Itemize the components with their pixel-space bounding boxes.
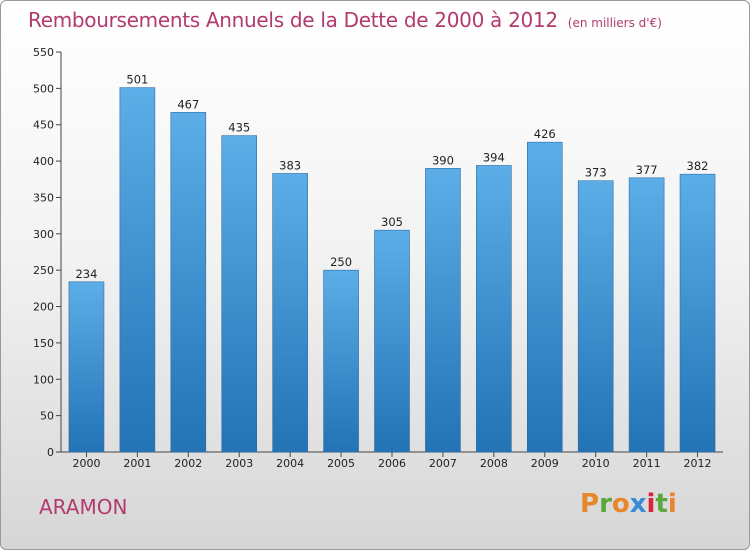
logo-letter: x (629, 489, 647, 519)
bar-2002 (170, 112, 207, 453)
chart-title-unit: (en milliers d'€) (567, 16, 662, 30)
y-tick-label: 200 (33, 301, 54, 314)
y-tick-label: 550 (33, 46, 54, 59)
data-label-2005: 250 (330, 255, 352, 269)
x-tick-label-2007: 2007 (429, 457, 457, 470)
bar-2011 (628, 177, 665, 453)
data-label-2008: 394 (483, 150, 505, 164)
x-tick-label-2012: 2012 (684, 457, 712, 470)
x-tick-label-2006: 2006 (378, 457, 406, 470)
bar-2010 (577, 180, 614, 453)
y-tick-label: 350 (33, 191, 54, 204)
data-label-2004: 383 (279, 158, 301, 172)
y-tick-label: 250 (33, 264, 54, 277)
x-tick-label-2004: 2004 (276, 457, 304, 470)
bar-2009 (526, 141, 563, 453)
logo-letter: o (611, 489, 630, 519)
data-label-2002: 467 (177, 97, 199, 111)
data-label-2003: 435 (228, 121, 250, 135)
x-tick-label-2010: 2010 (582, 457, 610, 470)
data-label-2000: 234 (75, 267, 97, 281)
bar-2001 (119, 87, 156, 453)
y-tick-label: 400 (33, 155, 54, 168)
x-tick-label-2003: 2003 (225, 457, 253, 470)
data-label-2007: 390 (432, 153, 454, 167)
y-tick-label: 300 (33, 228, 54, 241)
bar-2012 (679, 173, 716, 453)
bar-2000 (68, 281, 105, 453)
bar-2006 (374, 229, 410, 453)
bar-2008 (476, 165, 512, 453)
x-tick-label-2011: 2011 (633, 457, 661, 470)
data-label-2011: 377 (636, 163, 658, 177)
bar-2003 (221, 135, 258, 453)
data-label-2009: 426 (534, 127, 556, 141)
logo-letter: i (646, 489, 656, 519)
x-tick-label-2001: 2001 (123, 457, 151, 470)
y-tick-label: 50 (40, 410, 54, 423)
x-tick-label-2009: 2009 (531, 457, 559, 470)
x-tick-label-2002: 2002 (174, 457, 202, 470)
y-tick-label: 150 (33, 337, 54, 350)
x-tick-label-2000: 2000 (72, 457, 100, 470)
bar-2004 (272, 173, 308, 453)
logo-letter: t (655, 489, 668, 519)
data-label-2012: 382 (687, 159, 709, 173)
logo-letter: P (580, 489, 600, 519)
logo-letter: i (667, 489, 677, 519)
chart-title-main: Remboursements Annuels de la Dette de 20… (28, 8, 558, 32)
x-tick-label-2008: 2008 (480, 457, 508, 470)
bar-2007 (425, 168, 461, 453)
chart-title: Remboursements Annuels de la Dette de 20… (28, 8, 662, 32)
bar-2005 (323, 269, 359, 453)
y-tick-label: 0 (47, 446, 54, 459)
logo-letter: r (599, 489, 612, 519)
data-label-2001: 501 (126, 73, 148, 87)
data-label-2006: 305 (381, 215, 403, 229)
town-name: ARAMON (39, 495, 128, 519)
data-label-2010: 373 (585, 166, 607, 180)
proxiti-logo: Proxiti (580, 489, 677, 519)
y-tick-label: 450 (33, 119, 54, 132)
y-tick-label: 500 (33, 82, 54, 95)
y-tick-label: 100 (33, 373, 54, 386)
x-tick-label-2005: 2005 (327, 457, 355, 470)
